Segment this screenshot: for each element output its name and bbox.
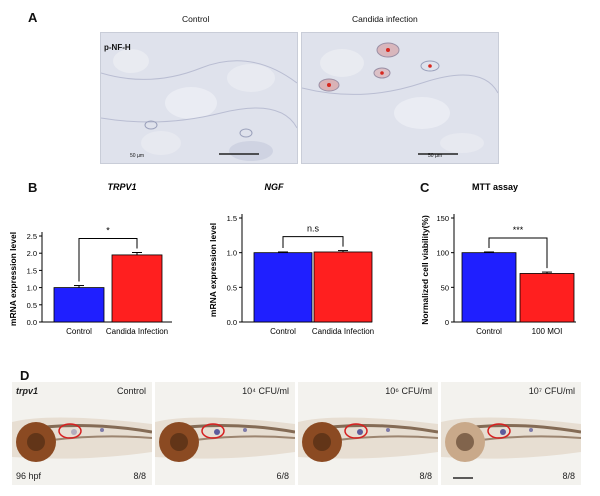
y-tick-label: 0.5	[27, 301, 37, 310]
y-tick-label: 1.5	[227, 214, 237, 223]
bar-1	[111, 254, 163, 323]
histology-control-texture	[101, 33, 297, 163]
y-tick-label: 2.0	[27, 249, 37, 258]
histology-control-image	[100, 32, 298, 164]
y-axis-label: mRNA expression level	[8, 232, 18, 326]
ratio-label: 8/8	[133, 471, 146, 481]
y-tick-label: 50	[441, 283, 449, 292]
zebrafish-embryo-drawing	[298, 382, 438, 485]
histology-candida-texture	[302, 33, 498, 163]
y-tick-label: 1.0	[227, 249, 237, 258]
stain-label: p-NF-H	[104, 43, 131, 52]
y-axis-label: mRNA expression level	[208, 223, 218, 317]
panel-c-label: C	[420, 180, 430, 195]
ratio-label: 6/8	[276, 471, 289, 481]
ngf-chart: NGF mRNA expression level 0.0 0.5 1.0 1.5 Cont…	[208, 182, 374, 336]
scale-bar-label-candida: 50 µm	[428, 153, 442, 159]
bar-0	[461, 252, 517, 323]
bar-1	[519, 273, 575, 323]
category-label: Candida Infection	[106, 327, 168, 336]
y-tick-label: 0.0	[27, 318, 37, 327]
dose-label: 10⁷ CFU/ml	[528, 386, 575, 396]
ratio-label: 8/8	[562, 471, 575, 481]
y-tick-label: 0.0	[227, 318, 237, 327]
zebrafish-image: 10⁴ CFU/ml 6/8	[155, 382, 295, 485]
trpv1-chart: TRPV1 mRNA expression level 0.0 0.5 1.0 1.5 2.…	[8, 182, 172, 336]
category-label: Control	[270, 327, 296, 336]
dose-label: 10⁴ CFU/ml	[242, 386, 289, 396]
scale-bar-label-control: 50 µm	[130, 153, 144, 159]
zebrafish-embryo-drawing	[155, 382, 295, 485]
y-tick-label: 100	[436, 249, 449, 258]
dose-label: 10⁶ CFU/ml	[385, 386, 432, 396]
chart-title: NGF	[265, 182, 285, 192]
significance-bracket	[282, 236, 344, 248]
ratio-label: 8/8	[419, 471, 432, 481]
stage-label: 96 hpf	[16, 471, 42, 481]
dose-label: Control	[116, 386, 146, 396]
y-tick-label: 1.5	[27, 266, 37, 275]
zebrafish-embryo-drawing	[12, 382, 152, 485]
significance-label: ***	[513, 225, 524, 235]
y-tick-label: 0.5	[227, 283, 237, 292]
chart-title: MTT assay	[472, 182, 518, 192]
zebrafish-image: 10⁶ CFU/ml 8/8	[298, 382, 438, 485]
zebrafish-image: Control 8/8 trpv1 96 hpf	[12, 382, 152, 485]
histology-candida-image	[301, 32, 499, 164]
bar-0	[53, 287, 105, 323]
bar-1	[313, 251, 373, 323]
significance-bracket	[78, 238, 138, 282]
y-tick-label: 1.0	[27, 284, 37, 293]
mtt-chart: MTT assay Normalized cell viability(%) 0 50…	[420, 182, 576, 336]
panel-b-label: B	[28, 180, 38, 195]
gene-label: trpv1	[16, 386, 39, 396]
category-label: Control	[476, 327, 502, 336]
category-label: Candida Infection	[312, 327, 374, 336]
significance-bracket	[488, 237, 548, 269]
y-tick-label: 0	[445, 318, 449, 327]
y-axis-label: Normalized cell viability(%)	[420, 215, 430, 325]
category-label: 100 MOI	[532, 327, 563, 336]
panel-a-label: A	[28, 10, 38, 25]
panel-a-control-title: Control	[182, 14, 210, 24]
panel-d-label: D	[20, 368, 30, 383]
y-tick-label: 2.5	[27, 232, 37, 241]
y-tick-label: 150	[436, 214, 449, 223]
zebrafish-embryo-drawing	[441, 382, 581, 485]
category-label: Control	[66, 327, 92, 336]
bar-0	[253, 252, 313, 323]
zebrafish-image: 10⁷ CFU/ml 8/8	[441, 382, 581, 485]
panel-a-candida-title: Candida infection	[352, 14, 418, 24]
significance-label: n.s	[307, 224, 320, 234]
significance-label: *	[106, 226, 110, 236]
chart-title: TRPV1	[107, 182, 136, 192]
